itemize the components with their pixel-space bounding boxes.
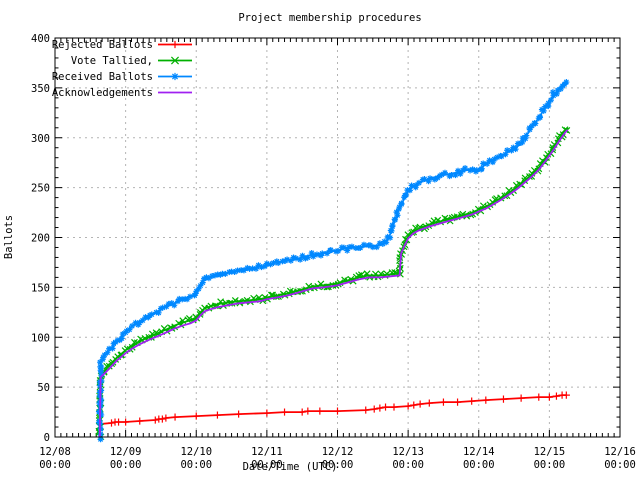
legend-key	[158, 40, 192, 49]
series-received-ballots	[95, 79, 570, 443]
x-tick-label-time: 00:00	[39, 459, 71, 471]
legend-label: Received Ballots	[52, 71, 153, 83]
series-acknowledgements	[98, 129, 569, 438]
legend-key	[158, 56, 192, 65]
series-rejected-ballots	[96, 391, 570, 438]
plot-border	[54, 37, 621, 438]
x-tick-label-date: 12/08	[39, 446, 71, 458]
x-tick-label-time: 00:00	[604, 459, 636, 471]
axis-ticks	[54, 37, 621, 438]
y-tick-label: 200	[31, 233, 50, 245]
legend-label: Vote Tallied,	[71, 55, 153, 67]
x-tick-label-time: 00:00	[534, 459, 566, 471]
y-tick-label: 250	[31, 183, 50, 195]
x-tick-label-date: 12/15	[534, 446, 566, 458]
x-tick-label-date: 12/11	[251, 446, 283, 458]
x-tick-label-date: 12/10	[180, 446, 212, 458]
y-tick-label: 400	[31, 33, 50, 45]
x-tick-label-time: 00:00	[251, 459, 283, 471]
legend-label: Acknowledgements	[52, 87, 153, 99]
axis-labels: Ballots	[3, 215, 15, 259]
y-tick-label: 350	[31, 83, 50, 95]
x-tick-label-time: 00:00	[463, 459, 495, 471]
x-tick-label-date: 12/09	[110, 446, 142, 458]
y-tick-label: 300	[31, 133, 50, 145]
x-tick-label-date: 12/12	[322, 446, 354, 458]
y-tick-label: 50	[37, 382, 50, 394]
series-group	[95, 79, 571, 443]
y-tick-label: 0	[44, 432, 50, 444]
y-tick-label: 150	[31, 282, 50, 294]
y-tick-label: 100	[31, 332, 50, 344]
x-axis-label: Date/Time (UTC)	[243, 461, 338, 473]
x-tick-label-time: 00:00	[392, 459, 424, 471]
chart-title: Project membership procedures	[238, 12, 421, 24]
x-tick-label-time: 00:00	[180, 459, 212, 471]
y-axis-label: Ballots	[3, 215, 15, 259]
x-tick-label-date: 12/13	[392, 446, 424, 458]
x-tick-label-date: 12/14	[463, 446, 495, 458]
x-tick-label-time: 00:00	[110, 459, 142, 471]
x-tick-label-date: 12/16	[604, 446, 636, 458]
x-tick-label-time: 00:00	[322, 459, 354, 471]
legend-key	[158, 72, 192, 81]
legend-label: Rejected Ballots	[52, 39, 153, 51]
series-vote-tallied	[95, 126, 571, 441]
legend	[158, 40, 192, 94]
